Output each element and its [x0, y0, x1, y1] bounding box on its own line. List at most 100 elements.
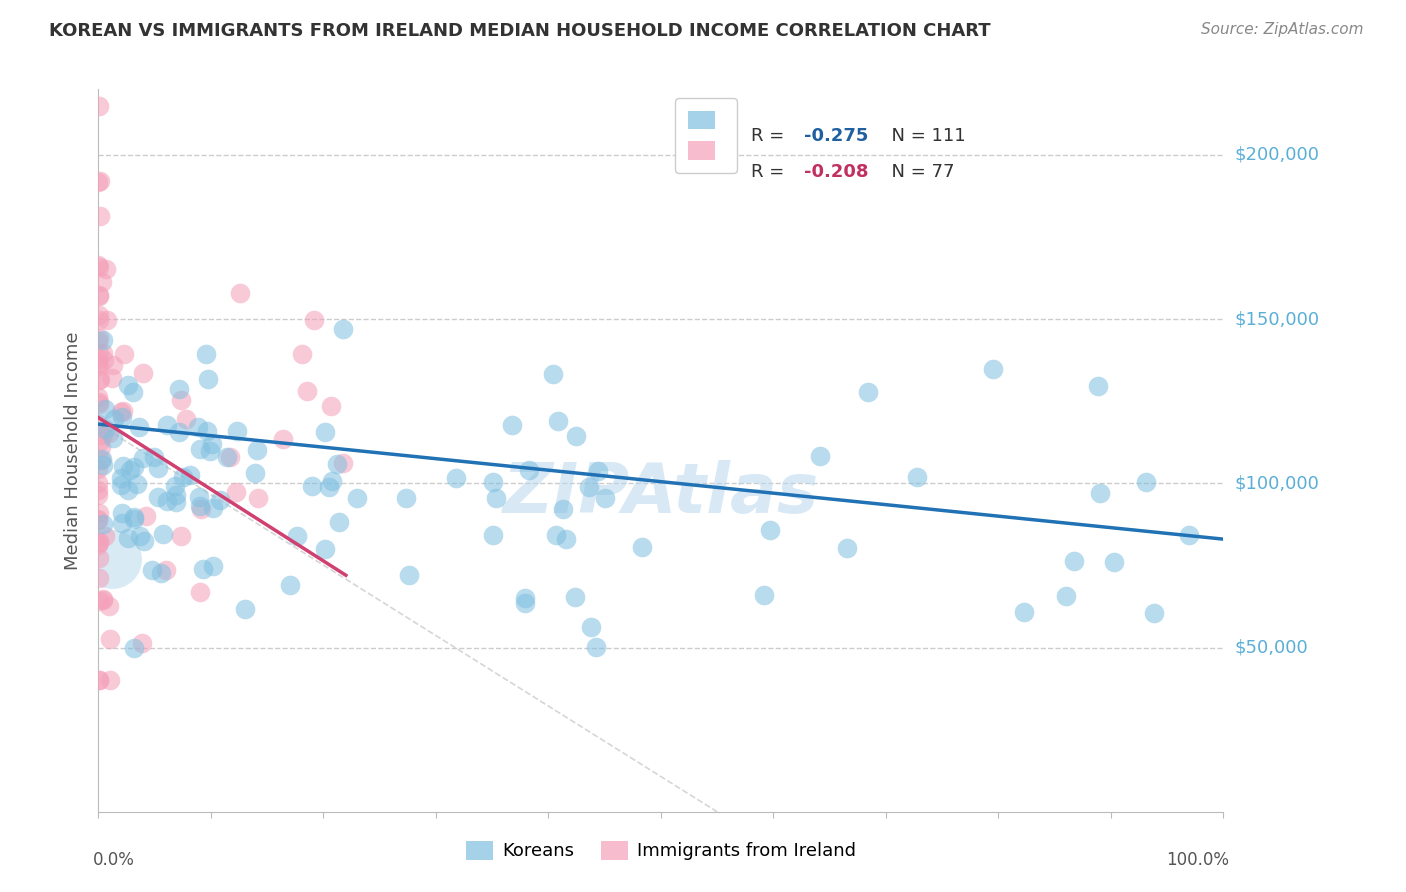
Point: [122, 512, 145, 526]
Point: [98, 673, 121, 688]
Point: [215, 450, 238, 464]
Point: [124, 460, 146, 475]
Point: [87, 260, 110, 275]
Point: [588, 464, 610, 478]
Point: [395, 491, 418, 505]
Point: [225, 484, 247, 499]
Point: [593, 491, 616, 505]
Point: [1142, 607, 1164, 621]
Point: [112, 347, 135, 361]
Point: [87, 351, 110, 366]
Point: [117, 531, 139, 545]
Text: Source: ZipAtlas.com: Source: ZipAtlas.com: [1201, 22, 1364, 37]
Point: [87, 334, 110, 349]
Point: [141, 563, 163, 577]
Point: [179, 467, 201, 482]
Point: [87, 357, 110, 371]
Point: [314, 542, 336, 557]
Point: [110, 471, 132, 485]
Point: [91, 516, 114, 531]
Point: [195, 424, 218, 438]
Point: [190, 502, 212, 516]
Point: [91, 592, 114, 607]
Text: R =: R =: [751, 128, 790, 145]
Point: [122, 640, 145, 655]
Point: [318, 480, 340, 494]
Point: [195, 347, 218, 361]
Point: [856, 385, 879, 400]
Point: [321, 474, 343, 488]
Point: [332, 322, 354, 336]
Point: [188, 490, 211, 504]
Point: [94, 422, 117, 436]
Point: [482, 528, 505, 542]
Point: [1012, 605, 1035, 619]
Point: [87, 571, 110, 585]
Point: [172, 469, 194, 483]
Point: [97, 425, 120, 440]
Y-axis label: Median Household Income: Median Household Income: [65, 331, 83, 570]
Point: [93, 353, 115, 368]
Point: [174, 412, 197, 426]
Point: [280, 578, 302, 592]
Point: [169, 392, 191, 407]
Point: [101, 551, 124, 566]
Point: [517, 463, 540, 477]
Point: [135, 509, 157, 524]
Point: [1087, 378, 1109, 392]
Point: [89, 287, 111, 301]
Point: [91, 345, 114, 359]
Point: [285, 529, 308, 543]
Point: [578, 480, 600, 494]
Point: [170, 529, 193, 543]
Point: [87, 673, 110, 688]
Point: [91, 458, 114, 472]
Point: [555, 532, 578, 546]
Point: [541, 367, 564, 381]
Point: [271, 432, 294, 446]
Point: [93, 401, 115, 416]
Point: [247, 491, 270, 506]
Point: [187, 419, 209, 434]
Point: [90, 453, 112, 467]
Point: [110, 405, 132, 419]
Point: [346, 491, 368, 506]
Point: [87, 417, 110, 431]
Point: [122, 509, 145, 524]
Point: [156, 494, 179, 508]
Point: [515, 596, 537, 610]
Point: [87, 488, 110, 502]
Point: [142, 450, 165, 465]
Point: [91, 275, 114, 289]
Point: [101, 371, 124, 385]
Point: [117, 377, 139, 392]
Point: [100, 632, 122, 646]
Point: [87, 462, 110, 476]
Point: [197, 372, 219, 386]
Text: $50,000: $50,000: [1234, 639, 1308, 657]
Point: [544, 528, 567, 542]
Point: [125, 477, 148, 491]
Point: [513, 591, 536, 605]
Point: [1178, 528, 1201, 542]
Point: [89, 313, 111, 327]
Text: -0.208: -0.208: [804, 163, 869, 181]
Point: [89, 372, 111, 386]
Point: [905, 470, 928, 484]
Point: [89, 396, 111, 410]
Point: [565, 429, 588, 443]
Point: [117, 483, 139, 497]
Point: [1063, 554, 1085, 568]
Point: [219, 450, 242, 465]
Text: $150,000: $150,000: [1234, 310, 1319, 328]
Point: [97, 599, 120, 614]
Point: [208, 493, 231, 508]
Point: [91, 452, 114, 467]
Point: [202, 500, 225, 515]
Point: [200, 443, 222, 458]
Point: [1088, 485, 1111, 500]
Point: [165, 495, 187, 509]
Point: [319, 399, 342, 413]
Text: N = 77: N = 77: [880, 163, 955, 181]
Point: [103, 412, 125, 426]
